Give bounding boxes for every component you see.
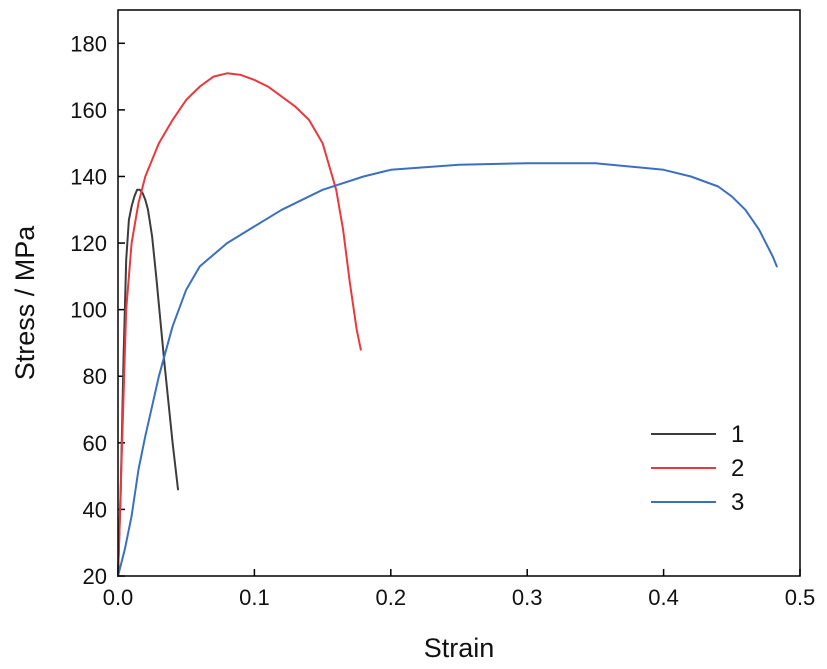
- y-tick-label: 100: [70, 298, 107, 323]
- y-tick-label: 40: [83, 497, 107, 522]
- series-line-3: [117, 162, 778, 577]
- y-axis-ticks: 20 40 60 80 100 120 140 160 180: [70, 31, 125, 589]
- y-axis-title: Stress / MPa: [10, 225, 40, 381]
- x-tick-label: 0.4: [648, 585, 679, 610]
- y-tick-label: 80: [83, 364, 107, 389]
- legend: 1 2 3: [651, 421, 744, 516]
- plot-frame: [117, 9, 801, 577]
- legend-label-1: 1: [731, 421, 744, 448]
- x-tick-label: 0.5: [785, 585, 816, 610]
- y-tick-label: 180: [70, 31, 107, 56]
- x-axis-ticks: 0.0 0.1 0.2 0.3 0.4 0.5: [103, 569, 816, 610]
- x-tick-label: 0.0: [103, 585, 134, 610]
- y-tick-label: 120: [70, 231, 107, 256]
- y-tick-label: 60: [83, 431, 107, 456]
- x-axis-title: Strain: [424, 633, 495, 663]
- legend-label-3: 3: [731, 489, 744, 516]
- series-line-1: [117, 188, 179, 577]
- y-tick-label: 140: [70, 164, 107, 189]
- legend-label-2: 2: [731, 455, 744, 482]
- series-line-2: [117, 72, 362, 577]
- x-tick-label: 0.1: [239, 585, 270, 610]
- y-tick-label: 160: [70, 98, 107, 123]
- series-layer: [117, 72, 778, 577]
- x-tick-label: 0.3: [512, 585, 543, 610]
- y-tick-label: 20: [83, 564, 107, 589]
- x-tick-label: 0.2: [376, 585, 407, 610]
